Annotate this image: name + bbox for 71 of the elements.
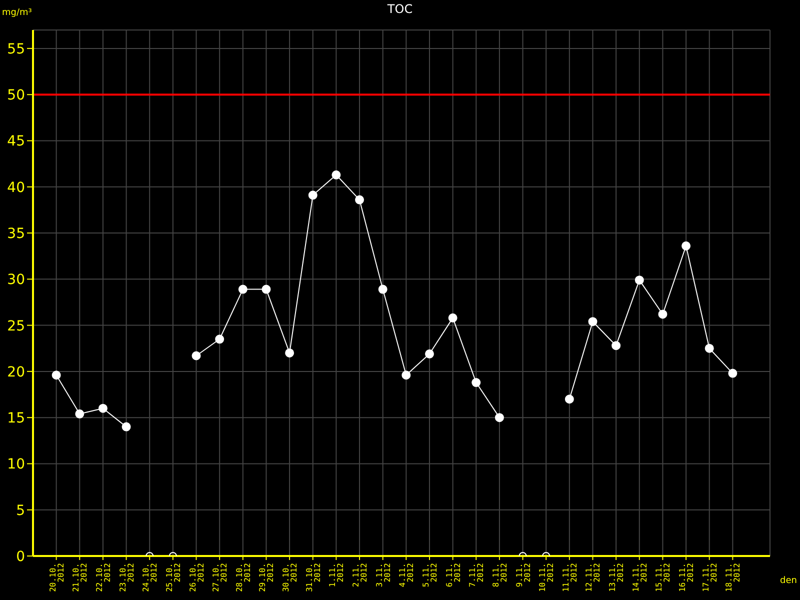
y-tick-label: 25 <box>7 318 25 334</box>
x-tick-label: 5.11. 2012 <box>421 562 438 588</box>
x-tick-label: 30.10. 2012 <box>282 562 299 592</box>
point <box>308 190 318 200</box>
y-tick-label: 5 <box>16 502 25 519</box>
y-tick-label: 50 <box>7 88 25 104</box>
x-tick-label: 9.11. 2012 <box>514 562 532 588</box>
y-tick-label: 20 <box>7 364 25 380</box>
y-tick-label: 30 <box>7 272 25 288</box>
x-tick-label: 13.11. 2012 <box>608 562 626 592</box>
point <box>192 351 201 360</box>
x-tick-label: 1.11. 2012 <box>328 562 346 588</box>
y-axis-title: mg/m³ <box>2 8 32 18</box>
point <box>424 349 434 358</box>
x-tick-label: 23.10. 2012 <box>118 562 136 592</box>
x-tick-label: 7.11. 2012 <box>468 562 486 588</box>
x-tick-label: 28.10. 2012 <box>234 562 252 592</box>
point <box>634 276 644 285</box>
point <box>378 284 388 294</box>
y-tick-label: 35 <box>7 226 25 242</box>
y-tick-label: 15 <box>7 410 25 427</box>
point <box>285 348 294 358</box>
point <box>448 313 458 322</box>
x-tick-label: 24.10. 2012 <box>142 562 159 592</box>
point <box>215 334 224 344</box>
x-tick-label: 15.11. 2012 <box>654 562 672 592</box>
point <box>122 422 131 432</box>
x-tick-label: 4.11. 2012 <box>398 562 416 588</box>
point <box>98 404 108 413</box>
point <box>728 368 738 378</box>
y-tick-label: 40 <box>7 180 25 196</box>
point <box>238 284 248 294</box>
point <box>658 310 668 319</box>
point <box>494 413 504 422</box>
chart-title: TOC <box>387 2 413 16</box>
x-tick-label: 29.10. 2012 <box>258 562 276 592</box>
x-tick-label: 22.10. 2012 <box>94 562 112 592</box>
x-tick-label: 2.11. 2012 <box>352 562 369 588</box>
x-tick-label: 27.10. 2012 <box>212 562 229 592</box>
y-tick-label: 45 <box>7 134 25 150</box>
x-tick-label: 21.10. 2012 <box>72 562 89 592</box>
point <box>564 394 574 404</box>
point <box>332 170 341 180</box>
y-tick-label: 10 <box>7 456 25 473</box>
point <box>75 409 84 418</box>
point <box>355 195 364 204</box>
point <box>682 241 691 250</box>
x-tick-label: 18.11. 2012 <box>724 562 742 592</box>
x-tick-label: 14.11. 2012 <box>631 562 648 592</box>
x-tick-label: 6.11. 2012 <box>444 562 462 588</box>
point <box>704 344 714 353</box>
point <box>472 378 481 388</box>
y-tick-label: 0 <box>16 548 25 565</box>
x-axis-title: den <box>780 576 797 586</box>
x-tick-label: 25.10. 2012 <box>164 562 182 592</box>
x-tick-label: 3.11. 2012 <box>374 562 392 588</box>
x-tick-label: 10.11. 2012 <box>538 562 556 592</box>
x-tick-label: 20.10. 2012 <box>48 562 66 592</box>
point <box>262 284 271 294</box>
x-tick-label: 17.11. 2012 <box>701 562 718 592</box>
x-tick-label: 8.11. 2012 <box>491 562 508 588</box>
x-tick-label: 31.10. 2012 <box>304 562 322 592</box>
x-tick-label: 16.11. 2012 <box>678 562 696 592</box>
point <box>402 370 411 380</box>
point <box>612 341 621 350</box>
x-tick-label: 26.10. 2012 <box>188 562 206 592</box>
x-tick-label: 12.11. 2012 <box>584 562 602 592</box>
point <box>588 317 598 326</box>
point <box>52 370 61 380</box>
x-tick-label: 11.11. 2012 <box>561 562 578 592</box>
y-tick-label: 55 <box>7 41 25 58</box>
